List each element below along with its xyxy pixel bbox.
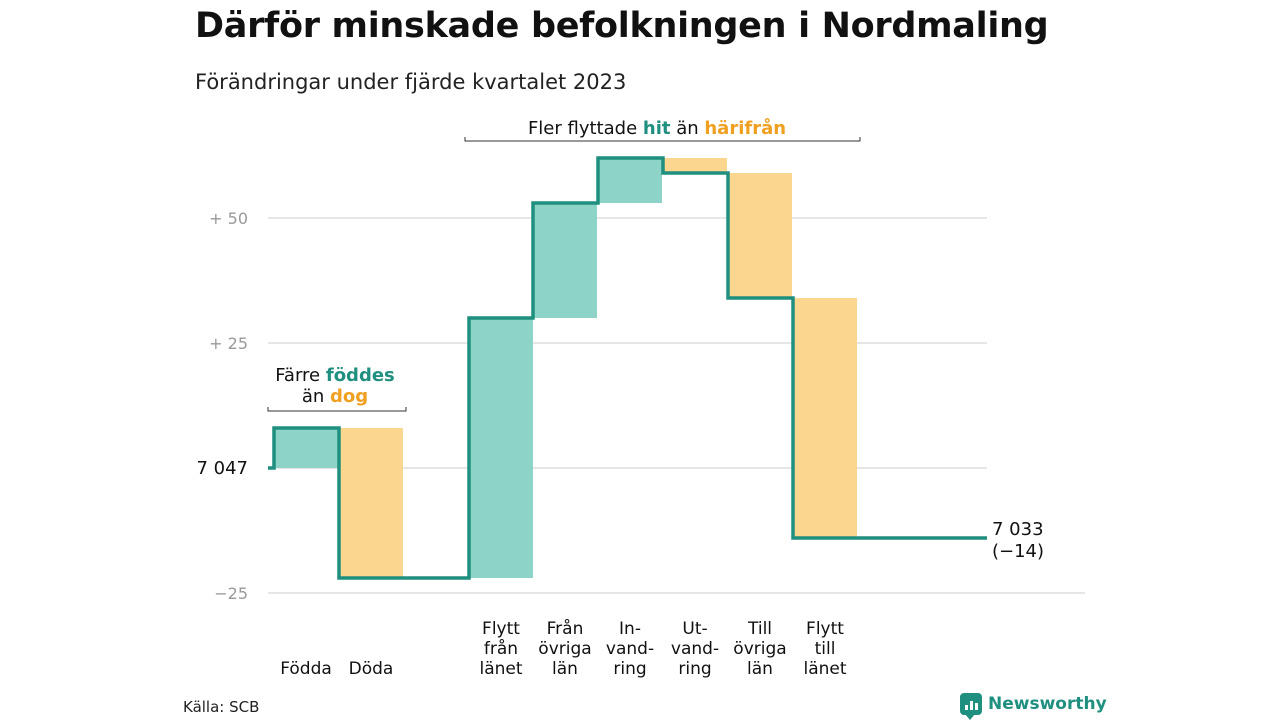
annotation-births-line-1-part-2: föddes — [326, 365, 395, 386]
bar-4 — [533, 203, 597, 318]
annotation-births-line-1: Färre föddes — [275, 365, 395, 386]
category-label-7-3: län — [747, 659, 773, 679]
annotation-births-line-2: än dog — [302, 386, 368, 407]
bar-5 — [598, 158, 662, 203]
start-value-label: 7 047 — [196, 458, 248, 479]
category-label-3-3: länet — [479, 659, 522, 679]
category-label-3-1: Flytt — [482, 619, 520, 639]
category-label-7-2: övriga — [733, 639, 786, 659]
annotation-migration-bracket — [464, 137, 861, 142]
category-label-6-3: ring — [678, 659, 711, 679]
annotation-births-bracket — [267, 407, 407, 412]
annotation-migration-part-2: hit — [643, 118, 671, 139]
y-tick-label-2: −25 — [214, 584, 248, 603]
category-label-1-1: Födda — [280, 659, 332, 679]
annotation-migration-part-4: härifrån — [704, 117, 786, 139]
cumulative-step-line — [268, 156, 987, 580]
brand-name: Newsworthy — [988, 694, 1107, 714]
annotation-migration: Fler flyttade hit än härifrån — [528, 117, 786, 139]
category-label-5-1: In- — [619, 619, 641, 639]
category-label-5-3: ring — [613, 659, 646, 679]
category-label-4-1: Från — [547, 618, 584, 639]
category-label-6-1: Ut- — [682, 619, 707, 639]
bar-2 — [339, 428, 403, 578]
category-label-8-3: länet — [803, 659, 846, 679]
chart-title: Därför minskade befolkningen i Nordmalin… — [195, 6, 1049, 46]
bar-7 — [728, 173, 792, 298]
category-label-7-1: Till — [747, 619, 772, 639]
annotation-births-line-2-part-2: dog — [330, 386, 368, 407]
brand-logo: Newsworthy — [960, 693, 1107, 720]
category-label-3-2: från — [484, 638, 518, 659]
source-note: Källa: SCB — [183, 698, 260, 716]
bar-8 — [793, 298, 857, 538]
bar-1 — [274, 428, 338, 468]
category-label-6-2: vand- — [671, 639, 719, 659]
category-label-2-1: Döda — [349, 659, 394, 679]
bar-3 — [469, 318, 533, 578]
end-value-label-2: (−14) — [992, 541, 1044, 562]
newsworthy-logo-icon — [960, 693, 982, 720]
category-label-4-2: övriga — [538, 639, 591, 659]
y-tick-label-1: + 25 — [209, 334, 248, 353]
end-value-label-1: 7 033 — [992, 519, 1044, 540]
category-label-8-1: Flytt — [806, 619, 844, 639]
annotation-births-line-1-part-1: Färre — [275, 365, 326, 386]
chart-subtitle: Förändringar under fjärde kvartalet 2023 — [195, 70, 627, 94]
category-label-4-3: län — [552, 659, 578, 679]
annotation-migration-part-3: än — [670, 118, 704, 139]
y-tick-label-0: + 50 — [209, 209, 248, 228]
category-label-8-2: till — [815, 639, 836, 659]
category-label-5-2: vand- — [606, 639, 654, 659]
annotation-births-line-2-part-1: än — [302, 386, 330, 407]
bar-6 — [663, 158, 727, 173]
annotation-migration-part-1: Fler flyttade — [528, 118, 643, 139]
